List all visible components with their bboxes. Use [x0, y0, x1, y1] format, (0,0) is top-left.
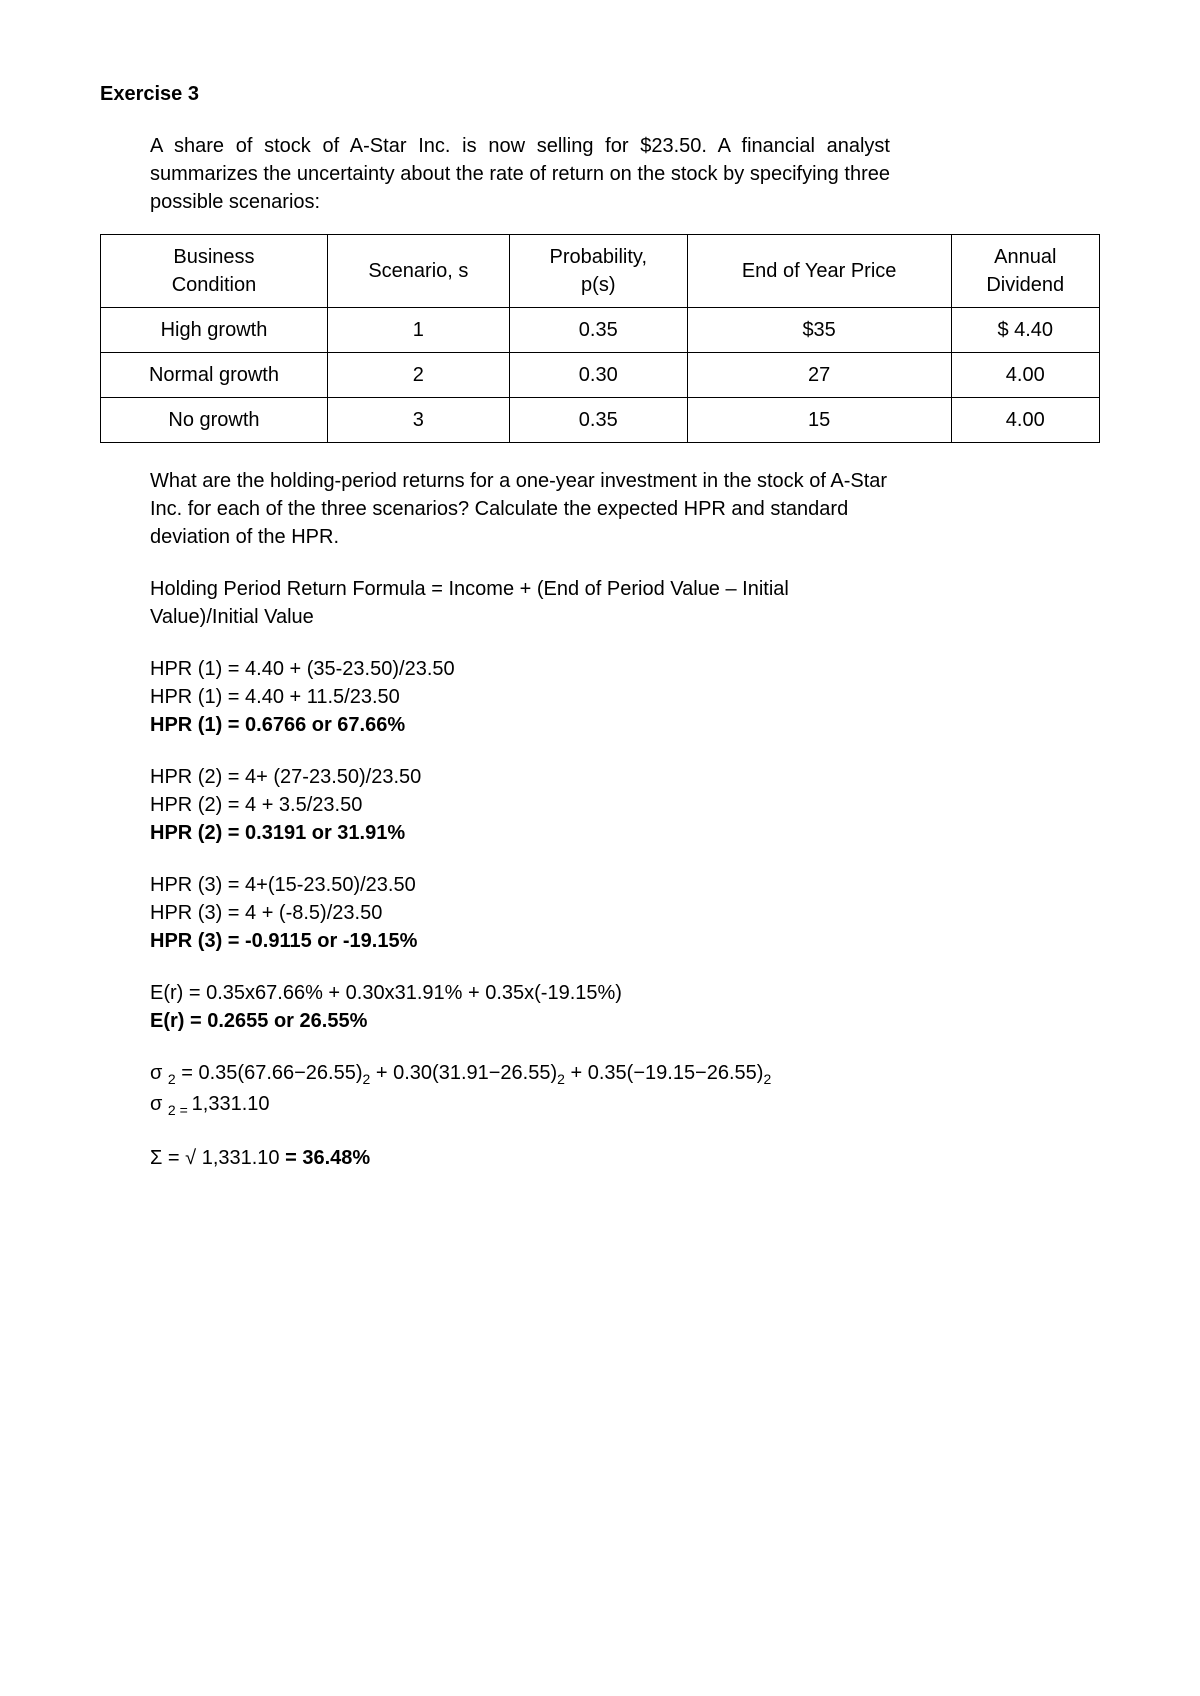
calc-result: = 36.48% [285, 1147, 370, 1169]
table-row: Normal growth 2 0.30 27 4.00 [101, 353, 1100, 398]
cell: 1 [327, 308, 509, 353]
calc-line: HPR (1) = 4.40 + (35-23.50)/23.50 [150, 655, 1100, 683]
cell: 0.35 [509, 398, 687, 443]
col-dividend: Annual Dividend [951, 235, 1100, 308]
formula-text: Holding Period Return Formula = Income +… [150, 575, 890, 631]
exercise-title: Exercise 3 [100, 80, 1100, 108]
cell: 0.30 [509, 353, 687, 398]
sigma-block: Σ = √ 1,331.10 = 36.48% [150, 1144, 1100, 1172]
calc-result: HPR (2) = 0.3191 or 31.91% [150, 819, 1100, 847]
col-end-price: End of Year Price [687, 235, 951, 308]
col-scenario: Scenario, s [327, 235, 509, 308]
cell: 15 [687, 398, 951, 443]
calc-result: HPR (3) = -0.9115 or -19.15% [150, 927, 1100, 955]
calc-line: σ 2 = 1,331.10 [150, 1090, 1100, 1121]
cell: $35 [687, 308, 951, 353]
calc-line: HPR (3) = 4+(15-23.50)/23.50 [150, 871, 1100, 899]
hpr3-block: HPR (3) = 4+(15-23.50)/23.50 HPR (3) = 4… [150, 871, 1100, 955]
cell: 2 [327, 353, 509, 398]
cell: 4.00 [951, 353, 1100, 398]
col-business-condition: Business Condition [101, 235, 328, 308]
question-text: What are the holding-period returns for … [150, 467, 890, 551]
calc-line: Σ = √ 1,331.10 [150, 1147, 285, 1169]
expected-return-block: E(r) = 0.35x67.66% + 0.30x31.91% + 0.35x… [150, 979, 1100, 1035]
intro-paragraph: A share of stock of A-Star Inc. is now s… [150, 132, 890, 216]
cell: No growth [101, 398, 328, 443]
scenario-table: Business Condition Scenario, s Probabili… [100, 234, 1100, 443]
hpr2-block: HPR (2) = 4+ (27-23.50)/23.50 HPR (2) = … [150, 763, 1100, 847]
calc-result: HPR (1) = 0.6766 or 67.66% [150, 711, 1100, 739]
cell: $ 4.40 [951, 308, 1100, 353]
table-row: No growth 3 0.35 15 4.00 [101, 398, 1100, 443]
cell: High growth [101, 308, 328, 353]
table-row: High growth 1 0.35 $35 $ 4.40 [101, 308, 1100, 353]
calc-line: HPR (2) = 4 + 3.5/23.50 [150, 791, 1100, 819]
cell: 4.00 [951, 398, 1100, 443]
cell: 27 [687, 353, 951, 398]
calc-line: E(r) = 0.35x67.66% + 0.30x31.91% + 0.35x… [150, 979, 1100, 1007]
cell: 0.35 [509, 308, 687, 353]
cell: Normal growth [101, 353, 328, 398]
calc-line: HPR (2) = 4+ (27-23.50)/23.50 [150, 763, 1100, 791]
calc-result: E(r) = 0.2655 or 26.55% [150, 1007, 1100, 1035]
col-probability: Probability, p(s) [509, 235, 687, 308]
hpr1-block: HPR (1) = 4.40 + (35-23.50)/23.50 HPR (1… [150, 655, 1100, 739]
calc-line: HPR (3) = 4 + (-8.5)/23.50 [150, 899, 1100, 927]
calc-line: σ 2 = 0.35(67.66−26.55)2 + 0.30(31.91−26… [150, 1059, 1100, 1090]
cell: 3 [327, 398, 509, 443]
table-header-row: Business Condition Scenario, s Probabili… [101, 235, 1100, 308]
variance-block: σ 2 = 0.35(67.66−26.55)2 + 0.30(31.91−26… [150, 1059, 1100, 1120]
calc-line: HPR (1) = 4.40 + 11.5/23.50 [150, 683, 1100, 711]
